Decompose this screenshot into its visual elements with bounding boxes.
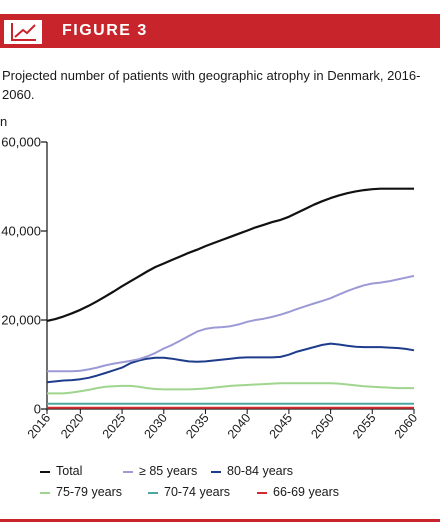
series-line-75-79-years: [47, 382, 414, 395]
legend-swatch: [148, 491, 158, 494]
y-tick-label: 20,000: [1, 313, 41, 328]
line-chart: 0 20,000 40,000 60,000 2016 2020 2025 2030 2035 2…: [1, 135, 421, 442]
y-tick-label: 0: [34, 402, 41, 417]
legend-label: 66-69 years: [273, 485, 340, 499]
x-tick-label: 2055: [350, 411, 379, 441]
legend-label: 70-74 years: [164, 485, 231, 499]
legend-swatch: [40, 470, 50, 473]
x-tick-label: 2050: [308, 411, 337, 441]
series-line-85-years: [47, 274, 415, 373]
x-tick-label: 2025: [100, 411, 129, 441]
legend-item: 66-69 years: [257, 485, 339, 499]
legend-swatch: [40, 491, 50, 494]
series-line-80-84-years: [46, 342, 415, 384]
y-tick-label: 40,000: [1, 224, 41, 239]
legend-item: Total: [40, 464, 82, 478]
x-tick-label: 2035: [183, 411, 212, 441]
footer-divider: [0, 519, 440, 522]
legend-swatch: [123, 470, 133, 473]
legend-label: ≥ 85 years: [139, 464, 198, 478]
line-chart-icon: [4, 20, 42, 44]
figure-header: FIGURE 3: [0, 14, 440, 48]
x-tick-label: 2030: [141, 411, 170, 441]
figure-caption: Projected number of patients with geogra…: [2, 68, 421, 102]
x-tick-label: 2060: [392, 411, 421, 441]
legend-item: 75-79 years: [40, 485, 122, 499]
legend-item: ≥ 85 years: [123, 464, 197, 478]
legend-swatch: [211, 470, 221, 473]
legend-swatch: [257, 491, 267, 494]
legend-label: 80-84 years: [227, 464, 294, 478]
figure-label: FIGURE 3: [62, 22, 148, 39]
legend-label: 75-79 years: [56, 485, 123, 499]
x-tick-label: 2020: [58, 411, 87, 441]
legend-label: Total: [56, 464, 83, 478]
y-axis-unit: n: [0, 114, 8, 129]
series-line-total: [46, 187, 414, 322]
y-tick-label: 60,000: [1, 135, 41, 150]
x-tick-label: 2045: [267, 411, 296, 441]
legend-item: 80-84 years: [211, 464, 293, 478]
x-tick-label: 2040: [225, 411, 254, 441]
x-tick-label: 2016: [25, 411, 54, 441]
legend-item: 70-74 years: [148, 485, 230, 499]
